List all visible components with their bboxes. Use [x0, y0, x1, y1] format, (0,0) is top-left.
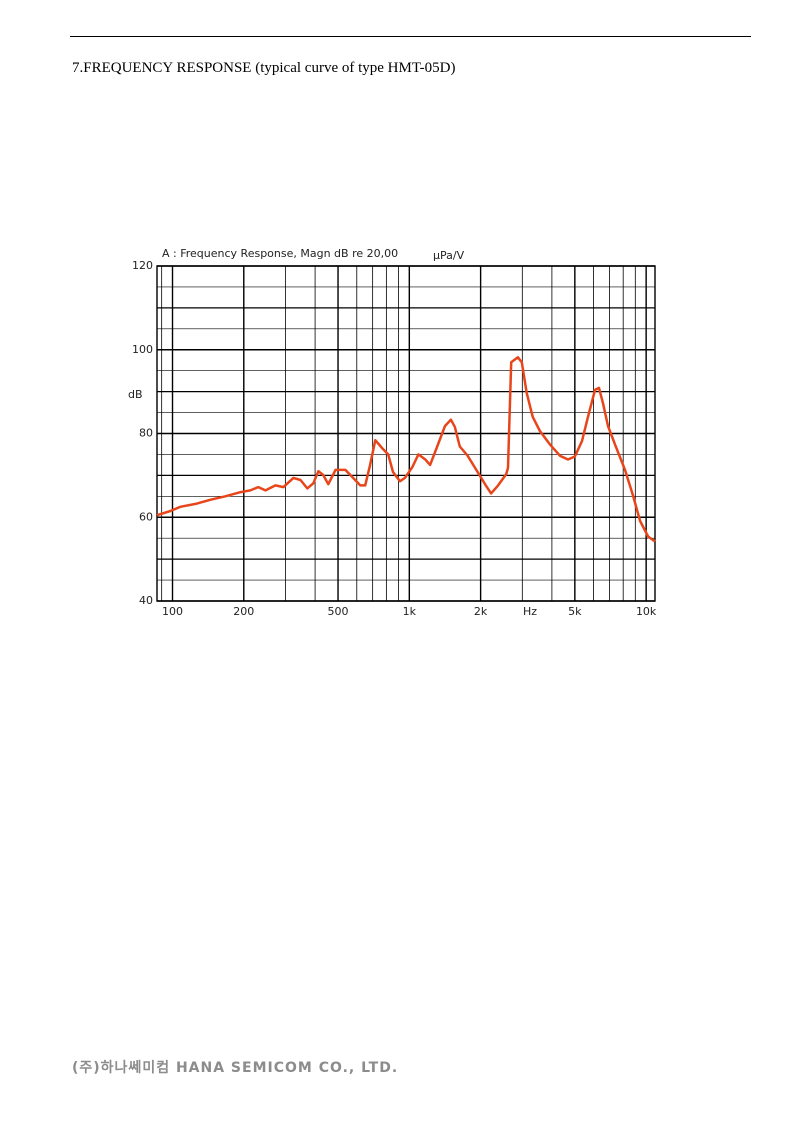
y-tick-label: 40	[139, 594, 153, 607]
x-tick-label: 10k	[636, 605, 657, 618]
footer: (주)하나쎄미컴 HANA SEMICOM CO., LTD.	[72, 1060, 399, 1076]
x-tick-label: 2k	[474, 605, 488, 618]
x-axis-label: Hz	[523, 605, 537, 618]
plot-frame	[156, 265, 656, 602]
x-tick-label: 100	[162, 605, 183, 618]
y-tick-label: 80	[139, 427, 153, 440]
x-tick-label: 500	[328, 605, 349, 618]
top-rule	[70, 36, 751, 37]
y-axis-label: dB	[128, 388, 143, 401]
unit-label: μPa/V	[433, 249, 465, 262]
chart-title: A : Frequency Response, Magn dB re 20,00	[162, 247, 398, 260]
y-tick-label: 100	[132, 343, 153, 356]
y-tick-label: 120	[132, 259, 153, 272]
x-tick-label: 200	[233, 605, 254, 618]
x-tick-label: 5k	[568, 605, 582, 618]
section-title: 7.FREQUENCY RESPONSE (typical curve of t…	[72, 60, 456, 76]
response-curve	[156, 356, 656, 543]
x-tick-label: 1k	[403, 605, 417, 618]
y-tick-label: 60	[139, 510, 153, 523]
